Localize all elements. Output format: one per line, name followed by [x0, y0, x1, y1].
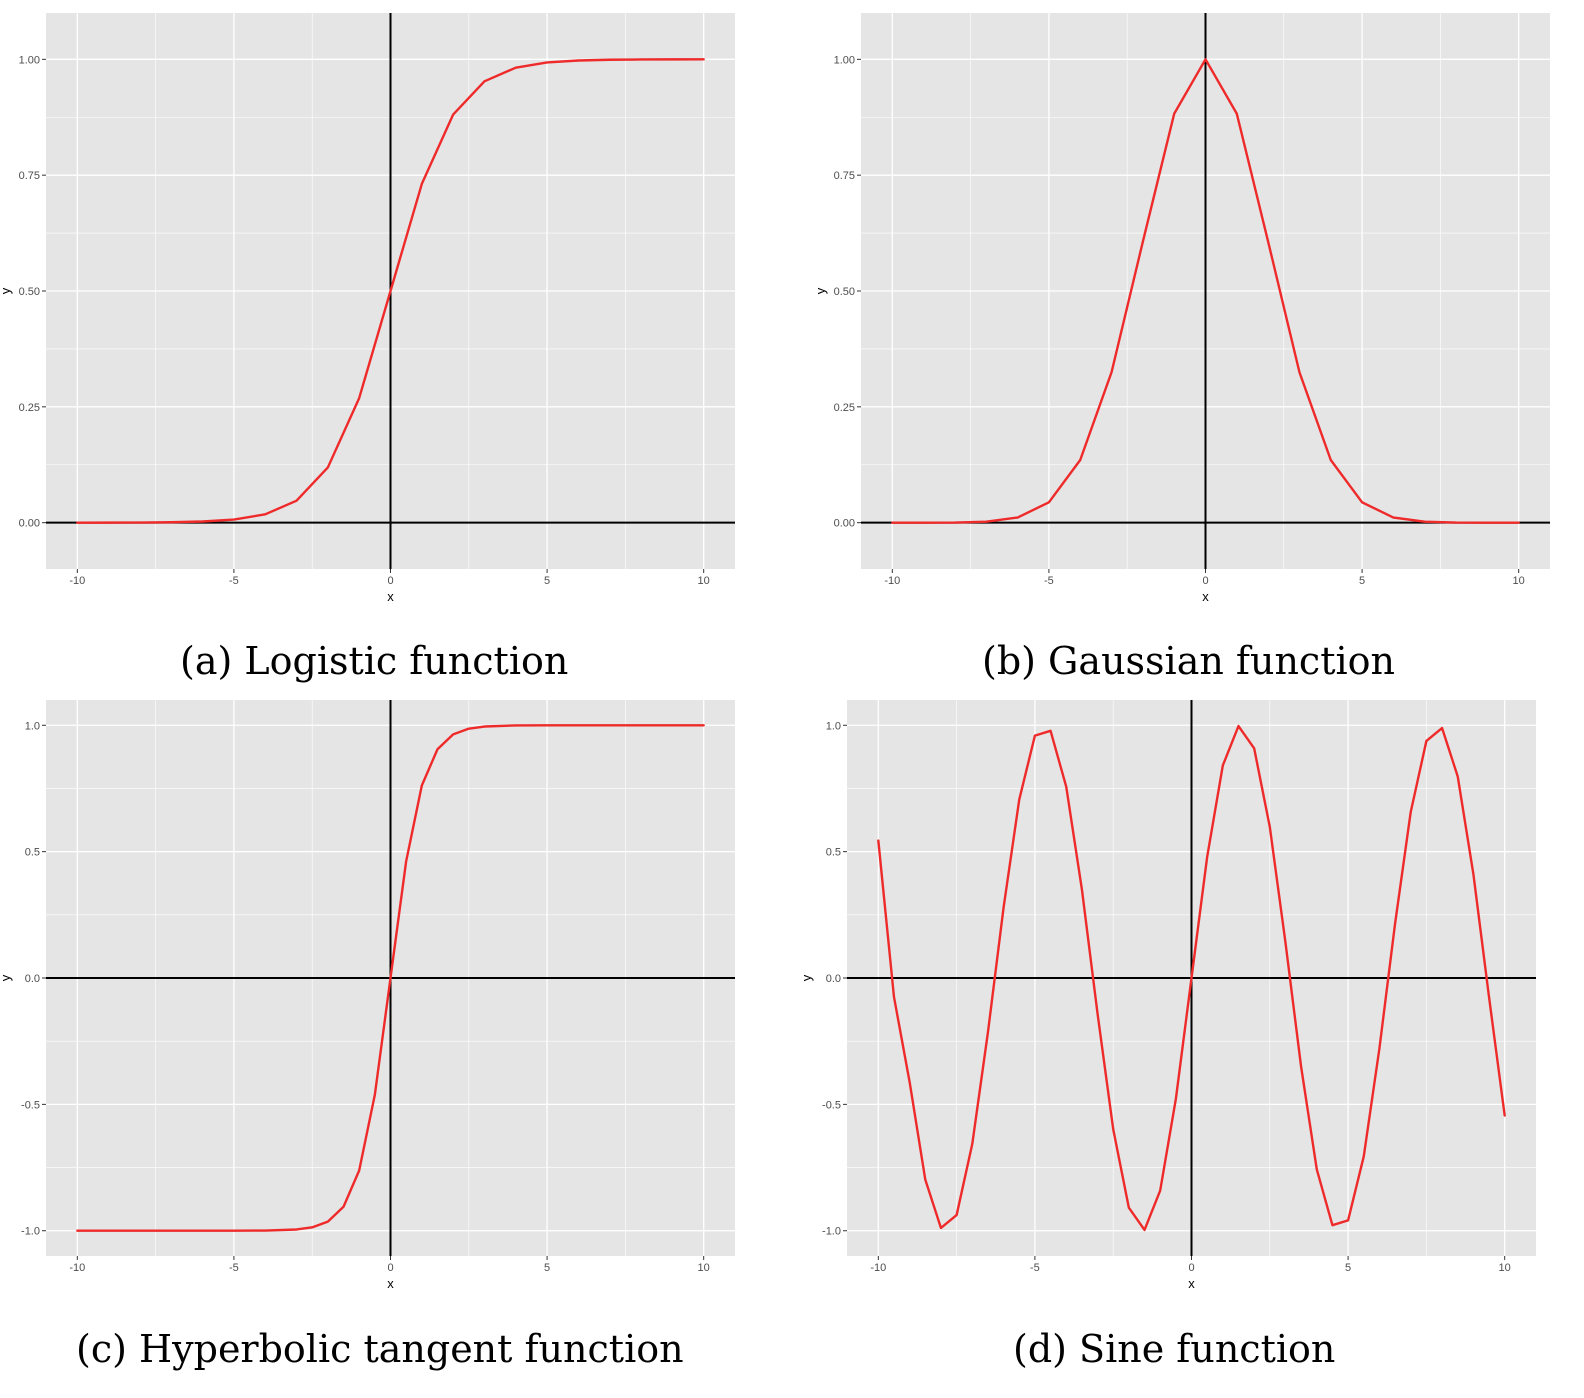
- chart-2: -10 -5 0 5 10 -1.0 -0.5 0.0 0.5 1.0 x y: [0, 700, 735, 1291]
- y-tick-label: -0.5: [21, 1099, 40, 1111]
- y-tick-label: 0.25: [19, 402, 40, 414]
- y-axis-title: y: [0, 287, 13, 294]
- x-tick-label: 0: [1188, 1262, 1194, 1274]
- x-tick-label: -10: [870, 1262, 886, 1274]
- caption-logistic: (a) Logistic function: [180, 639, 569, 683]
- y-axis-title: y: [799, 974, 814, 981]
- x-tick-label: 5: [1345, 1262, 1351, 1274]
- caption-sine: (d) Sine function: [1013, 1327, 1336, 1371]
- x-axis-title: x: [1188, 1276, 1195, 1291]
- y-tick-label: 1.0: [826, 720, 841, 732]
- x-axis-title: x: [1202, 589, 1209, 604]
- y-tick-label: 0.50: [834, 286, 855, 298]
- x-tick-label: 5: [544, 575, 550, 587]
- x-tick-label: -5: [1030, 1262, 1040, 1274]
- chart-3: -10 -5 0 5 10 -1.0 -0.5 0.0 0.5 1.0 x y: [799, 700, 1536, 1291]
- y-tick-label: 0.0: [826, 973, 841, 985]
- y-axis-title: y: [813, 287, 828, 294]
- y-tick-label: 1.00: [19, 54, 40, 66]
- y-tick-label: -0.5: [822, 1099, 841, 1111]
- x-tick-label: 0: [387, 575, 393, 587]
- y-axis-title: y: [0, 974, 13, 981]
- y-tick-label: 0.00: [834, 518, 855, 530]
- y-tick-label: -1.0: [21, 1226, 40, 1238]
- x-tick-label: 10: [698, 1262, 710, 1274]
- y-tick-label: 0.5: [826, 847, 841, 859]
- series-line: [76, 58, 705, 524]
- x-axis-title: x: [387, 1276, 394, 1291]
- x-tick-label: -5: [1044, 575, 1054, 587]
- x-tick-label: -5: [229, 575, 239, 587]
- y-tick-label: 0.00: [19, 518, 40, 530]
- y-tick-label: 0.0: [25, 973, 40, 985]
- y-tick-label: 1.0: [25, 720, 40, 732]
- x-tick-label: 0: [387, 1262, 393, 1274]
- y-tick-label: 0.25: [834, 402, 855, 414]
- x-tick-label: 0: [1202, 575, 1208, 587]
- y-tick-label: 0.50: [19, 286, 40, 298]
- x-tick-label: 5: [1359, 575, 1365, 587]
- series-line: [891, 58, 1520, 524]
- y-tick-label: 1.00: [834, 54, 855, 66]
- caption-gaussian: (b) Gaussian function: [982, 639, 1395, 683]
- series-line: [76, 724, 705, 1232]
- x-tick-label: 5: [544, 1262, 550, 1274]
- y-tick-label: 0.75: [19, 170, 40, 182]
- x-tick-label: -10: [69, 575, 85, 587]
- caption-hyperbolic-tangent: (c) Hyperbolic tangent function: [76, 1327, 684, 1371]
- x-tick-label: 10: [698, 575, 710, 587]
- x-tick-label: -10: [884, 575, 900, 587]
- chart-1: -10 -5 0 5 10 0.00 0.25 0.50 0.75 1.00 x y: [813, 13, 1550, 604]
- chart-0: -10 -5 0 5 10 0.00 0.25 0.50 0.75 1.00 x y: [0, 13, 735, 604]
- y-tick-label: 0.5: [25, 847, 40, 859]
- x-axis-title: x: [387, 589, 394, 604]
- y-tick-label: 0.75: [834, 170, 855, 182]
- x-tick-label: -5: [229, 1262, 239, 1274]
- x-tick-label: 10: [1513, 575, 1525, 587]
- y-tick-label: -1.0: [822, 1226, 841, 1238]
- x-tick-label: -10: [69, 1262, 85, 1274]
- series-line: [877, 724, 1506, 1232]
- x-tick-label: 10: [1499, 1262, 1511, 1274]
